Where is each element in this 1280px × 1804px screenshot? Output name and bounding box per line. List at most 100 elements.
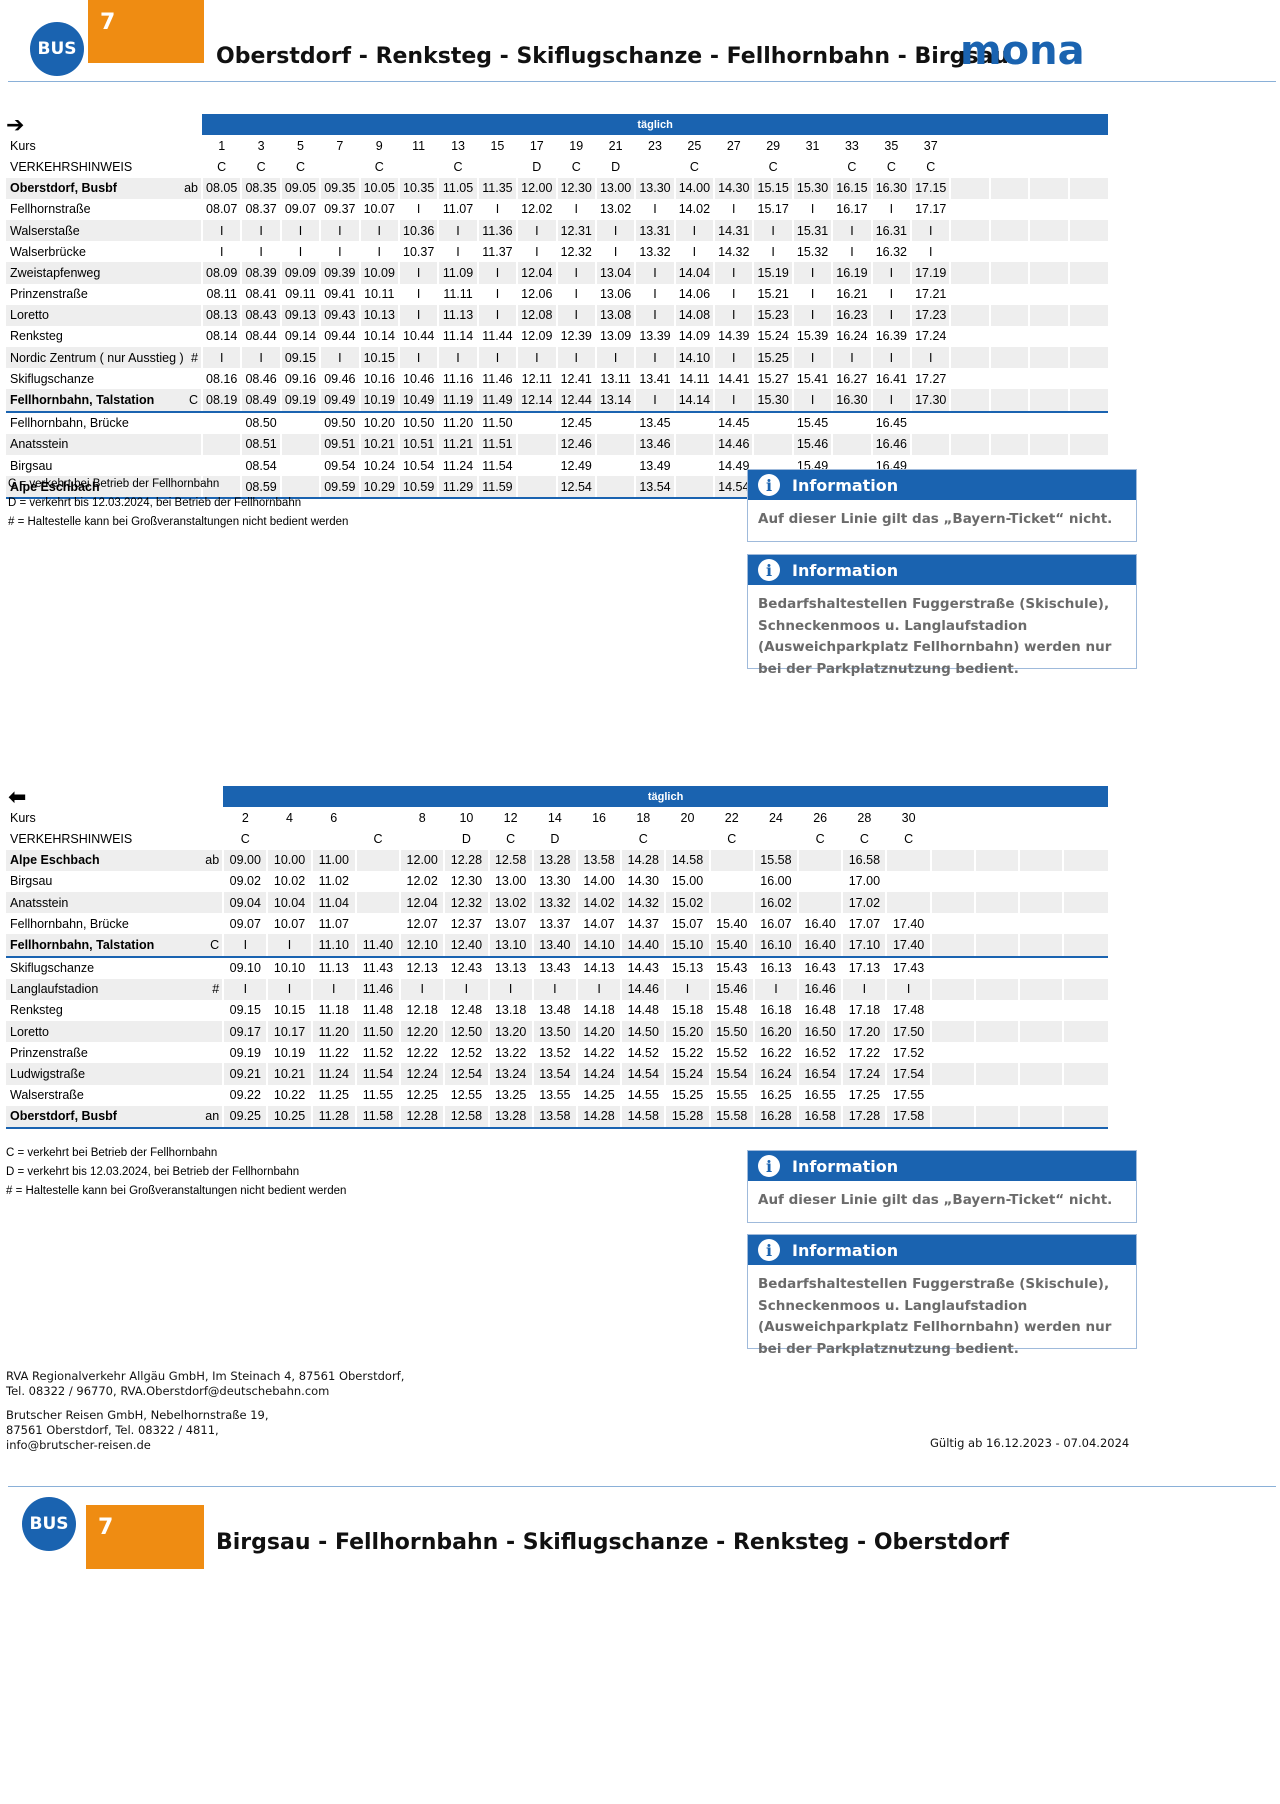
stop-mark [199,1085,223,1106]
departure-time: 15.40 [708,913,754,935]
departure-time: 15.30 [752,389,793,413]
departure-time: 09.15 [279,347,321,369]
departure-time: I [634,262,675,284]
departure-time: 15.28 [664,1105,710,1130]
departure-time: I [885,978,931,1000]
departure-time: 11.11 [437,283,478,305]
service-days-band: täglich [223,786,1108,808]
departure-time: 15.13 [664,956,710,979]
departure-time: I [310,978,356,1000]
departure-time: 12.46 [555,433,596,455]
departure-time: 14.18 [575,999,622,1022]
departure-time: 16.18 [752,999,799,1022]
departure-time: 17.43 [885,956,931,979]
departure-time: I [487,978,533,1000]
departure-time: 16.17 [831,198,872,220]
departure-time: 12.44 [555,389,596,413]
departure-time: 14.02 [673,198,715,220]
departure-time: 09.00 [222,849,268,871]
departure-time: I [831,219,872,242]
departure-time: 13.49 [634,455,675,477]
departure-time: 17.25 [841,1084,887,1106]
departure-time: 15.20 [664,1021,710,1043]
departure-time: 17.58 [885,1105,931,1130]
departure-time: 10.25 [266,1105,312,1130]
kurs-number: 8 [418,810,426,825]
departure-time: 10.15 [358,347,399,369]
stop-mark [199,871,223,892]
departure-time: 14.48 [620,999,666,1022]
departure-time: 15.24 [664,1063,710,1085]
departure-time: 14.10 [575,934,622,958]
departure-time: 14.13 [575,956,622,979]
table-row: Renksteg 09.15 10.15 11.18 11.48 12.18 12.48 13… [6,999,1108,1022]
departure-time: 15.58 [708,1105,754,1130]
departure-time: I [240,219,281,242]
departure-time: 10.35 [397,177,439,199]
departure-time [200,455,242,477]
departure-time: 11.02 [310,870,356,892]
kurs-number: 22 [724,810,739,825]
departure-time: 11.50 [354,1021,401,1043]
departure-time: 12.28 [443,849,489,871]
departure-time: 14.24 [575,1063,622,1085]
departure-time: I [358,219,399,242]
stop-name: Alpe Eschbach [6,476,184,500]
departure-time: 10.50 [397,411,439,434]
departure-time [279,433,321,455]
departure-time: 15.45 [791,411,833,434]
departure-time: 10.05 [358,177,399,199]
departure-time: 12.18 [399,999,445,1022]
departure-time: 08.43 [240,304,281,326]
departure-time: 09.09 [279,262,321,284]
departure-time [708,870,754,892]
stop-mark [184,219,202,242]
info-title: Information [792,1156,899,1176]
kurs-number: 35 [884,138,899,153]
departure-time: I [634,198,675,220]
hinweis-code: C [886,159,896,174]
departure-time: 12.49 [555,455,596,477]
departure-time: I [397,198,439,220]
departure-time: 08.37 [240,198,281,220]
departure-time: 13.52 [531,1042,577,1064]
hinweis-code [399,156,438,177]
kurs-number: 7 [336,138,344,153]
departure-time: 15.54 [708,1063,754,1085]
info-box-ticket: i Information Auf dieser Linie gilt das „… [747,469,1137,542]
hinweis-code: C [374,159,384,174]
departure-time: 14.49 [713,455,754,477]
departure-time: 13.39 [634,325,675,348]
departure-time: 11.20 [310,1021,356,1043]
departure-time: 09.21 [222,1063,268,1085]
departure-time: 17.55 [885,1084,931,1106]
departure-time: 11.29 [437,476,478,500]
departure-time: I [634,389,675,413]
departure-time: 13.54 [634,476,675,500]
footnote-hash: # = Haltestelle kann bei Großveranstaltu… [6,1185,347,1197]
departure-time: 10.19 [266,1042,312,1064]
departure-time: 08.19 [200,389,242,413]
hinweis-code [577,828,621,849]
departure-time: I [476,347,518,369]
departure-time: I [476,283,518,305]
address-line: info@brutscher-reisen.de [6,1438,151,1452]
stop-mark: # [184,347,202,369]
departure-time: 14.06 [673,283,715,305]
departure-time: 15.25 [664,1084,710,1106]
departure-time: 13.24 [487,1063,533,1085]
departure-time: 14.09 [673,325,715,348]
departure-time: 13.54 [531,1063,577,1085]
hinweis-code: C [571,159,581,174]
departure-time: 16.07 [752,913,799,935]
footnotes-outbound: C = verkehrt bei Betrieb der Fellhornbah… [8,475,348,532]
departure-time: 17.18 [841,999,887,1022]
departure-time: 11.44 [476,325,518,348]
departure-time: I [594,241,636,263]
departure-time: 17.17 [910,198,951,220]
departure-time: 09.14 [279,325,321,348]
departure-time: I [713,389,754,413]
departure-time: I [437,347,478,369]
departure-time: 12.45 [555,411,596,434]
departure-time: 10.51 [397,433,439,455]
